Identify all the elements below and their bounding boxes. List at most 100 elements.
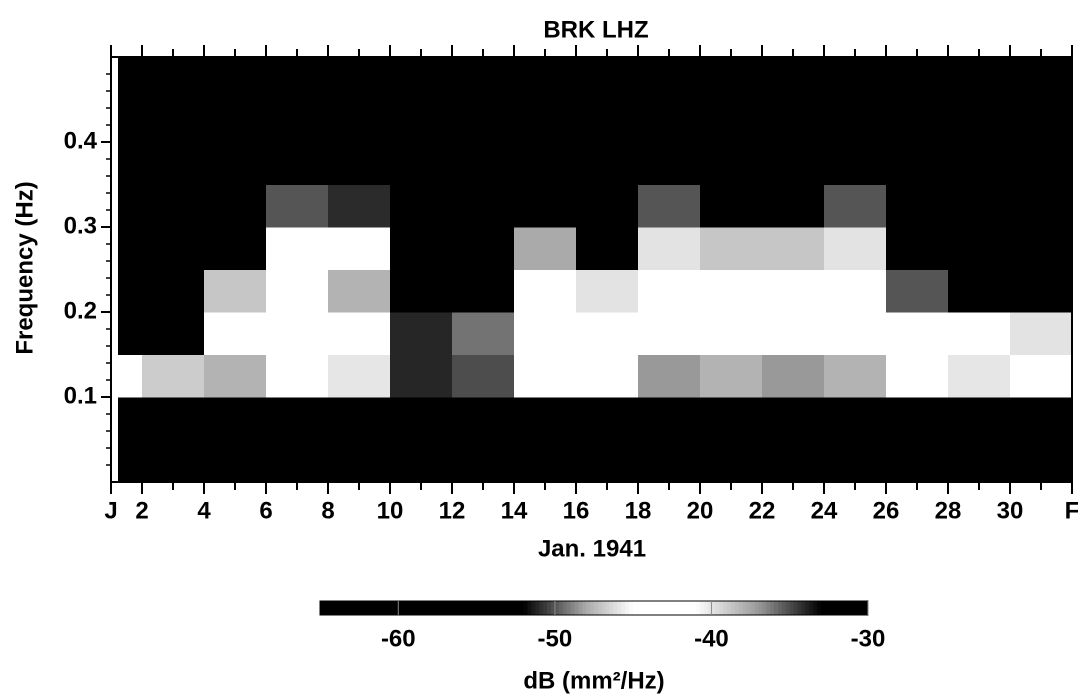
heatmap-cell: [514, 227, 577, 270]
heatmap-cell: [638, 354, 701, 398]
colorbar-segment: [492, 601, 497, 615]
heatmap-cell: [204, 99, 267, 143]
heatmap-cell: [1010, 184, 1073, 228]
colorbar-segment: [695, 601, 701, 615]
heatmap-cell: [204, 397, 267, 440]
colorbar-segment: [676, 601, 681, 615]
colorbar-segment: [394, 601, 399, 615]
heatmap-cell: [886, 439, 949, 483]
colorbar-segment: [656, 601, 662, 615]
colorbar-segment: [359, 601, 364, 615]
heatmap-cell: [824, 439, 887, 483]
x-tick-label: J: [104, 497, 117, 524]
heatmap-cell: [824, 354, 887, 398]
heatmap-cell: [886, 354, 949, 398]
heatmap-cell: [142, 397, 205, 440]
colorbar-segment: [535, 601, 540, 615]
colorbar-segment: [801, 601, 806, 615]
heatmap-cell: [328, 269, 391, 313]
colorbar-segment: [382, 601, 388, 615]
heatmap-cell: [576, 397, 639, 440]
colorbar-segment: [378, 601, 384, 615]
colorbar-segment: [707, 601, 712, 615]
heatmap-cell: [700, 227, 763, 270]
colorbar-segment: [609, 601, 615, 615]
heatmap-cell: [824, 184, 887, 228]
colorbar-segment: [672, 601, 677, 615]
x-tick-label: 30: [997, 497, 1024, 524]
heatmap-cell: [762, 354, 825, 398]
colorbar-segment: [856, 601, 861, 615]
heatmap-cell: [390, 312, 453, 355]
colorbar-segment: [586, 601, 591, 615]
heatmap-cell: [390, 57, 453, 100]
colorbar-segment: [398, 601, 403, 615]
colorbar-segment: [832, 601, 838, 615]
colorbar-segment: [766, 601, 771, 615]
heatmap-cell: [576, 269, 639, 313]
colorbar-segment: [719, 601, 724, 615]
colorbar-segment: [836, 601, 842, 615]
colorbar-segment: [762, 601, 767, 615]
heatmap-cell: [886, 312, 949, 355]
heatmap-cell: [762, 184, 825, 228]
colorbar-segment: [570, 601, 575, 615]
heatmap-cell: [948, 99, 1011, 143]
colorbar-segment: [605, 601, 611, 615]
heatmap-cell: [886, 142, 949, 185]
heatmap-cell: [118, 57, 143, 100]
colorbar-segment: [793, 601, 799, 615]
heatmap-cell: [118, 312, 143, 355]
colorbar-segment: [578, 601, 583, 615]
heatmap-cell: [948, 227, 1011, 270]
heatmap-cell: [204, 227, 267, 270]
colorbar-segment: [543, 601, 548, 615]
heatmap-cell: [762, 269, 825, 313]
heatmap-cell: [576, 312, 639, 355]
colorbar-segment: [511, 601, 517, 615]
heatmap-cell: [824, 142, 887, 185]
heatmap-cell: [886, 57, 949, 100]
heatmap-cell: [118, 142, 143, 185]
colorbar-segment: [601, 601, 607, 615]
heatmap-cell: [824, 269, 887, 313]
heatmap-cell: [886, 269, 949, 313]
heatmap-cell: [638, 439, 701, 483]
colorbar-segment: [441, 601, 446, 615]
heatmap-cell: [1010, 312, 1073, 355]
heatmap-cell: [700, 397, 763, 440]
colorbar-segment: [699, 601, 705, 615]
colorbar-segment: [864, 601, 869, 615]
heatmap-cell: [118, 439, 143, 483]
colorbar-segment: [644, 601, 650, 615]
heatmap-cell: [328, 354, 391, 398]
colorbar-segment: [703, 601, 709, 615]
colorbar-tick-label: -50: [538, 625, 573, 652]
x-tick-label: 2: [135, 497, 148, 524]
colorbar-segment: [327, 601, 333, 615]
heatmap-cell: [514, 57, 577, 100]
colorbar-segment: [785, 601, 791, 615]
colorbar-segment: [437, 601, 442, 615]
colorbar-segment: [457, 601, 462, 615]
heatmap-cell: [266, 312, 329, 355]
heatmap-cell: [638, 227, 701, 270]
colorbar-segment: [425, 601, 431, 615]
heatmap-cell: [638, 184, 701, 228]
colorbar-segment: [824, 601, 830, 615]
y-tick-label: 0.4: [64, 127, 98, 154]
heatmap-cell: [118, 227, 143, 270]
heatmap-cell: [266, 142, 329, 185]
colorbar-segment: [860, 601, 865, 615]
colorbar-segment: [617, 601, 622, 615]
heatmap-cell: [1010, 354, 1073, 398]
colorbar-segment: [637, 601, 642, 615]
heatmap-cell: [576, 57, 639, 100]
colorbar-segment: [523, 601, 528, 615]
colorbar-segment: [347, 601, 352, 615]
colorbar-segment: [507, 601, 513, 615]
colorbar-segment: [590, 601, 595, 615]
heatmap-cell: [886, 184, 949, 228]
y-tick-label: 0.3: [64, 212, 97, 239]
colorbar-segment: [594, 601, 599, 615]
